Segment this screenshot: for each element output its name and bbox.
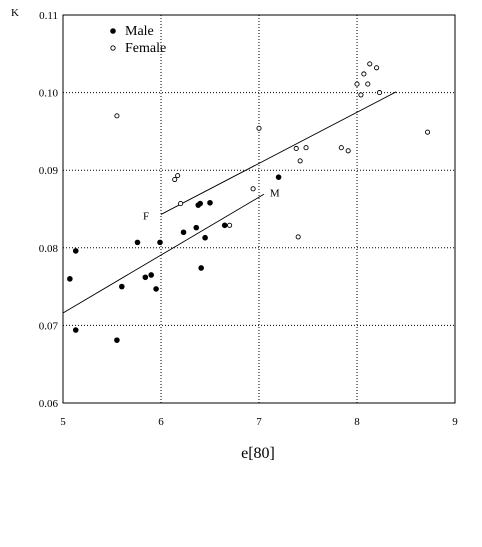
y-tick-label: 0.10 — [39, 88, 59, 100]
female-point — [367, 61, 373, 67]
male-point — [67, 276, 73, 282]
y-tick-label: 0.11 — [39, 10, 58, 22]
data-points — [67, 61, 431, 343]
female-point — [303, 145, 309, 151]
regression-label-m: M — [270, 187, 280, 199]
male-point — [275, 174, 282, 180]
female-point — [358, 92, 364, 98]
female-point — [338, 145, 344, 151]
female-point — [425, 129, 431, 135]
regression-line-m — [62, 193, 265, 314]
male-point — [153, 286, 159, 292]
x-tick-label: 9 — [452, 416, 458, 428]
male-point — [180, 229, 187, 236]
plot-frame — [62, 14, 456, 404]
female-point — [114, 113, 120, 119]
male-point — [157, 239, 163, 246]
female-point — [178, 201, 184, 207]
male-point — [202, 234, 208, 241]
male-point — [198, 265, 204, 271]
male-point — [134, 239, 141, 246]
legend-male-label: Male — [125, 24, 154, 39]
male-point — [197, 200, 203, 207]
x-tick-label: 8 — [354, 416, 360, 428]
grid-lines — [63, 15, 455, 403]
y-tick-label: 0.06 — [39, 398, 59, 410]
regression-lines — [62, 91, 397, 314]
y-tick-label: 0.08 — [39, 243, 59, 255]
legend: Male Female — [110, 24, 166, 56]
male-point — [72, 248, 79, 254]
female-point — [361, 71, 367, 77]
female-point — [250, 186, 256, 192]
x-tick-label: 6 — [158, 416, 164, 428]
female-point — [365, 81, 371, 87]
regression-line-labels: FM — [143, 187, 280, 222]
female-point — [295, 234, 301, 240]
female-point — [354, 81, 360, 87]
female-point — [374, 65, 380, 71]
female-point — [293, 145, 299, 152]
male-point — [142, 274, 149, 281]
female-point — [297, 158, 303, 164]
x-tick-label: 5 — [60, 416, 66, 428]
male-point — [221, 222, 228, 229]
male-point — [207, 199, 213, 206]
female-point — [345, 148, 351, 154]
y-tick-label: 0.07 — [39, 320, 59, 332]
female-point — [256, 125, 262, 131]
legend-female-label: Female — [125, 41, 166, 56]
male-point — [148, 272, 154, 278]
legend-male-marker — [110, 28, 116, 34]
female-point — [175, 173, 181, 179]
female-point — [376, 90, 383, 96]
x-axis-label: e[80] — [241, 445, 275, 462]
axis-ticks: 5 6 7 8 9 0.06 0.07 0.08 0.09 0.10 0.11 — [39, 10, 459, 428]
male-point — [193, 224, 200, 231]
male-point — [114, 337, 120, 343]
legend-female-marker — [110, 45, 116, 51]
regression-label-f: F — [143, 210, 149, 222]
regression-line-f — [160, 91, 397, 215]
y-tick-label: 0.09 — [39, 165, 59, 177]
female-point — [172, 176, 178, 183]
x-tick-label: 7 — [256, 416, 262, 428]
female-point — [227, 222, 233, 228]
male-point — [119, 283, 125, 290]
y-axis-label: K — [11, 7, 19, 19]
male-point — [72, 327, 79, 333]
